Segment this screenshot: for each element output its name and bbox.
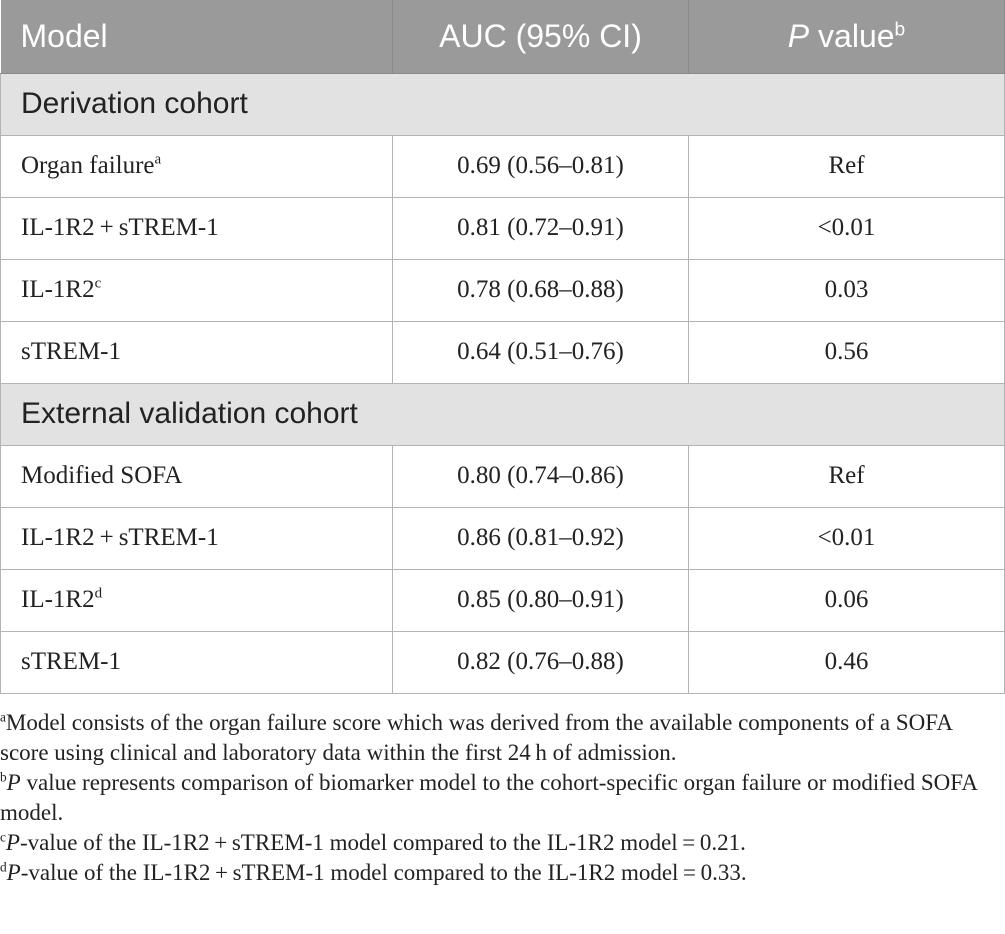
footnote-text: Model consists of the organ failure scor…: [0, 710, 952, 765]
table-row: IL-1R2c 0.78 (0.68–0.88) 0.03: [0, 258, 1005, 322]
footnote-a: aModel consists of the organ failure sco…: [0, 708, 1000, 768]
header-p-sup: b: [894, 19, 906, 41]
header-p-rest: value: [809, 17, 895, 54]
cell-model: IL-1R2c: [0, 258, 393, 322]
cell-auc: 0.78 (0.68–0.88): [392, 258, 689, 322]
results-table: Model AUC (95% CI) P valueb Derivation c…: [0, 0, 1005, 694]
table-row: Modified SOFA 0.80 (0.74–0.86) Ref: [0, 444, 1005, 508]
footnote-italic: P: [6, 770, 21, 795]
table-row: sTREM-1 0.64 (0.51–0.76) 0.56: [0, 320, 1005, 384]
footnote-italic: P: [6, 860, 21, 885]
model-name: IL-1R2: [21, 586, 95, 613]
cell-p: 0.03: [688, 258, 1005, 322]
cell-auc: 0.82 (0.76–0.88): [392, 630, 689, 694]
model-name: sTREM-1: [21, 338, 121, 365]
footnote-italic: P: [5, 830, 20, 855]
cell-p: 0.06: [688, 568, 1005, 632]
footnote-mark: a: [0, 709, 6, 725]
table-row: IL-1R2d 0.85 (0.80–0.91) 0.06: [0, 568, 1005, 632]
cell-auc: 0.69 (0.56–0.81): [392, 134, 689, 198]
header-row: Model AUC (95% CI) P valueb: [0, 0, 1005, 74]
model-sup: c: [94, 275, 102, 292]
cell-p: Ref: [688, 444, 1005, 508]
footnote-mark: d: [0, 859, 7, 875]
model-sup: d: [94, 585, 103, 602]
cell-auc: 0.80 (0.74–0.86): [392, 444, 689, 508]
header-auc: AUC (95% CI): [392, 0, 689, 74]
footnote-d: dP-value of the IL-1R2 + sTREM-1 model c…: [0, 858, 1000, 888]
model-name: IL-1R2: [21, 276, 95, 303]
table-row: IL-1R2 + sTREM-1 0.86 (0.81–0.92) <0.01: [0, 506, 1005, 570]
model-name: IL-1R2 + sTREM-1: [21, 214, 219, 241]
cell-p: Ref: [688, 134, 1005, 198]
cell-model: Modified SOFA: [0, 444, 393, 508]
footnote-b: bP value represents comparison of biomar…: [0, 768, 1000, 828]
cell-model: Organ failurea: [0, 134, 393, 198]
cell-auc: 0.64 (0.51–0.76): [392, 320, 689, 384]
table-row: IL-1R2 + sTREM-1 0.81 (0.72–0.91) <0.01: [0, 196, 1005, 260]
cell-p: 0.46: [688, 630, 1005, 694]
model-name: IL-1R2 + sTREM-1: [21, 524, 219, 551]
header-p-value: P valueb: [688, 0, 1005, 74]
model-name: Modified SOFA: [21, 462, 183, 489]
cell-p: <0.01: [688, 196, 1005, 260]
table-row: Organ failurea 0.69 (0.56–0.81) Ref: [0, 134, 1005, 198]
model-name: sTREM-1: [21, 648, 121, 675]
cell-p: 0.56: [688, 320, 1005, 384]
cell-model: sTREM-1: [0, 630, 393, 694]
footnote-text: value represents comparison of biomarker…: [0, 770, 977, 825]
section-title: External validation cohort: [0, 382, 1005, 446]
header-model: Model: [0, 0, 393, 74]
cell-auc: 0.86 (0.81–0.92): [392, 506, 689, 570]
cell-p: <0.01: [688, 506, 1005, 570]
cell-auc: 0.81 (0.72–0.91): [392, 196, 689, 260]
footnotes: aModel consists of the organ failure sco…: [0, 708, 1000, 888]
footnote-c: cP-value of the IL-1R2 + sTREM-1 model c…: [0, 828, 1000, 858]
footnote-mark: b: [0, 769, 7, 785]
cell-model: IL-1R2d: [0, 568, 393, 632]
cell-model: sTREM-1: [0, 320, 393, 384]
footnote-text: -value of the IL-1R2 + sTREM-1 model com…: [19, 830, 746, 855]
table-row: sTREM-1 0.82 (0.76–0.88) 0.46: [0, 630, 1005, 694]
model-name: Organ failure: [21, 152, 155, 179]
footnote-mark: c: [0, 829, 6, 845]
cell-auc: 0.85 (0.80–0.91): [392, 568, 689, 632]
section-title: Derivation cohort: [0, 72, 1005, 136]
header-p-italic: P: [787, 17, 810, 54]
cell-model: IL-1R2 + sTREM-1: [0, 196, 393, 260]
cell-model: IL-1R2 + sTREM-1: [0, 506, 393, 570]
section-row-external-validation: External validation cohort: [0, 382, 1005, 446]
footnote-text: -value of the IL-1R2 + sTREM-1 model com…: [20, 860, 747, 885]
section-row-derivation: Derivation cohort: [0, 72, 1005, 136]
model-sup: a: [154, 151, 162, 168]
